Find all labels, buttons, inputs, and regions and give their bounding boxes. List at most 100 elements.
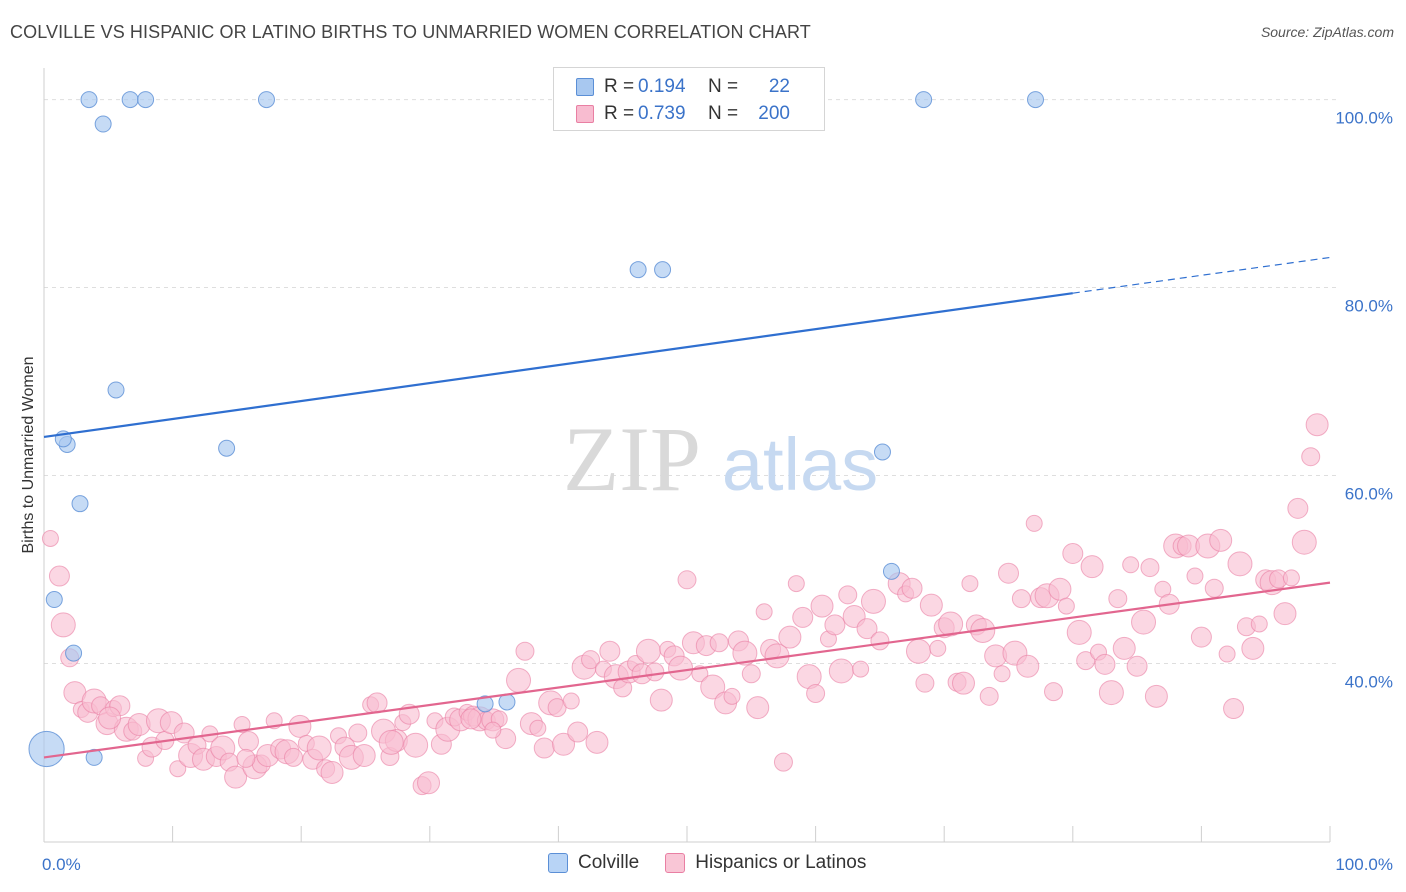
hispanic-point xyxy=(599,640,621,662)
colville-point xyxy=(882,562,900,580)
hispanic-point xyxy=(1066,619,1092,645)
hispanic-point xyxy=(1186,567,1204,585)
hispanic-point xyxy=(1291,529,1317,555)
colville-point xyxy=(107,381,125,399)
hispanic-point xyxy=(98,706,122,730)
y-tick-label: 60.0% xyxy=(1345,484,1393,503)
hispanic-point xyxy=(1112,636,1136,660)
hispanic-point xyxy=(515,641,535,661)
legend-swatch-colville xyxy=(576,78,594,96)
hispanic-point xyxy=(581,650,601,670)
hispanic-point xyxy=(856,618,878,640)
hispanic-point xyxy=(1305,413,1329,437)
hispanic-point xyxy=(929,639,947,657)
legend-swatch-hispanic xyxy=(576,105,594,123)
hispanic-point xyxy=(236,748,256,768)
hispanic-point xyxy=(237,730,259,752)
hispanic-point xyxy=(723,687,741,705)
hispanic-point xyxy=(1190,626,1212,648)
hispanic-point xyxy=(649,688,673,712)
legend-label-hispanic: Hispanics or Latinos xyxy=(695,852,867,873)
hispanic-points xyxy=(41,413,1329,796)
hispanic-point xyxy=(348,723,368,743)
hispanic-point xyxy=(1144,684,1168,708)
hispanic-point xyxy=(1094,653,1116,675)
hispanic-point xyxy=(1223,698,1245,720)
hispanic-point xyxy=(417,771,441,795)
hispanic-point xyxy=(709,633,729,653)
hispanic-point xyxy=(1048,577,1072,601)
legend-item-hispanic[interactable]: Hispanics or Latinos xyxy=(665,852,866,874)
hispanic-point xyxy=(495,728,517,750)
hispanic-point xyxy=(778,625,802,649)
chart-title: COLVILLE VS HISPANIC OR LATINO BIRTHS TO… xyxy=(10,22,811,42)
colville-point xyxy=(45,591,63,609)
colville-trend-line xyxy=(43,292,1073,439)
axes xyxy=(43,68,1331,843)
hispanic-point xyxy=(901,577,923,599)
hispanic-point xyxy=(870,631,890,651)
hispanic-point xyxy=(41,529,59,547)
colville-trend-extension xyxy=(1072,256,1331,294)
legend-r-label: R = xyxy=(604,103,635,124)
hispanic-point xyxy=(552,732,576,756)
hispanic-point xyxy=(460,708,482,730)
hispanic-point xyxy=(1241,636,1265,660)
tick-labels: 40.0% 60.0% 80.0% 100.0% 0.0% 100.0% xyxy=(42,109,1393,874)
hispanic-point xyxy=(1025,514,1043,532)
stats-legend: R = 0.194 N = 22 R = 0.739 N = 200 xyxy=(553,67,825,131)
hispanic-point xyxy=(1011,589,1031,609)
hispanic-point xyxy=(635,638,661,664)
y-tick-label: 40.0% xyxy=(1345,672,1393,691)
hispanic-point xyxy=(484,721,502,739)
y-tick-label: 80.0% xyxy=(1345,297,1393,316)
hispanic-point xyxy=(951,671,975,695)
hispanic-point xyxy=(1108,589,1128,609)
hispanic-point xyxy=(810,594,834,618)
legend-r-value: 0.739 xyxy=(638,103,686,124)
legend-n-value: 200 xyxy=(758,103,790,124)
watermark: ZIP atlas xyxy=(563,408,878,510)
hispanic-point xyxy=(645,662,665,682)
hispanic-point xyxy=(824,614,846,636)
hispanic-point xyxy=(283,747,303,767)
watermark-atlas: atlas xyxy=(722,423,878,506)
hispanic-point xyxy=(1098,680,1124,706)
legend-swatch-colville xyxy=(548,853,568,873)
colville-point xyxy=(498,693,516,711)
colville-point xyxy=(121,91,139,109)
hispanic-point xyxy=(352,744,376,768)
hispanic-point xyxy=(755,603,773,621)
hispanic-point xyxy=(48,565,70,587)
hispanic-point xyxy=(741,664,761,684)
hispanic-point xyxy=(1287,497,1309,519)
hispanic-point xyxy=(1227,551,1253,577)
hispanic-point xyxy=(506,667,532,693)
colville-point xyxy=(654,261,672,279)
colville-points xyxy=(28,91,1045,768)
hispanic-point xyxy=(792,606,814,628)
colville-point xyxy=(85,748,103,766)
hispanic-point xyxy=(828,658,854,684)
trend-lines xyxy=(43,256,1331,759)
hispanic-point xyxy=(1218,645,1236,663)
colville-point xyxy=(80,91,98,109)
hispanic-point xyxy=(233,716,251,734)
legend-item-colville[interactable]: Colville xyxy=(548,852,639,874)
hispanic-point xyxy=(668,655,694,681)
hispanic-point xyxy=(700,674,726,700)
hispanic-point xyxy=(1080,555,1104,579)
hispanic-point xyxy=(50,612,76,638)
legend-r-value: 0.194 xyxy=(638,76,686,97)
hispanic-point xyxy=(838,585,858,605)
hispanic-point xyxy=(1273,602,1297,626)
hispanic-point xyxy=(403,732,429,758)
colville-point xyxy=(476,695,494,713)
hispanic-point xyxy=(1076,651,1096,671)
legend-row-hispanic: R = 0.739 N = 200 xyxy=(576,101,790,127)
colville-point xyxy=(28,730,65,768)
hispanic-point xyxy=(1126,655,1148,677)
hispanic-point xyxy=(1282,569,1300,587)
hispanic-point xyxy=(533,737,555,759)
hispanic-point xyxy=(1140,558,1160,578)
